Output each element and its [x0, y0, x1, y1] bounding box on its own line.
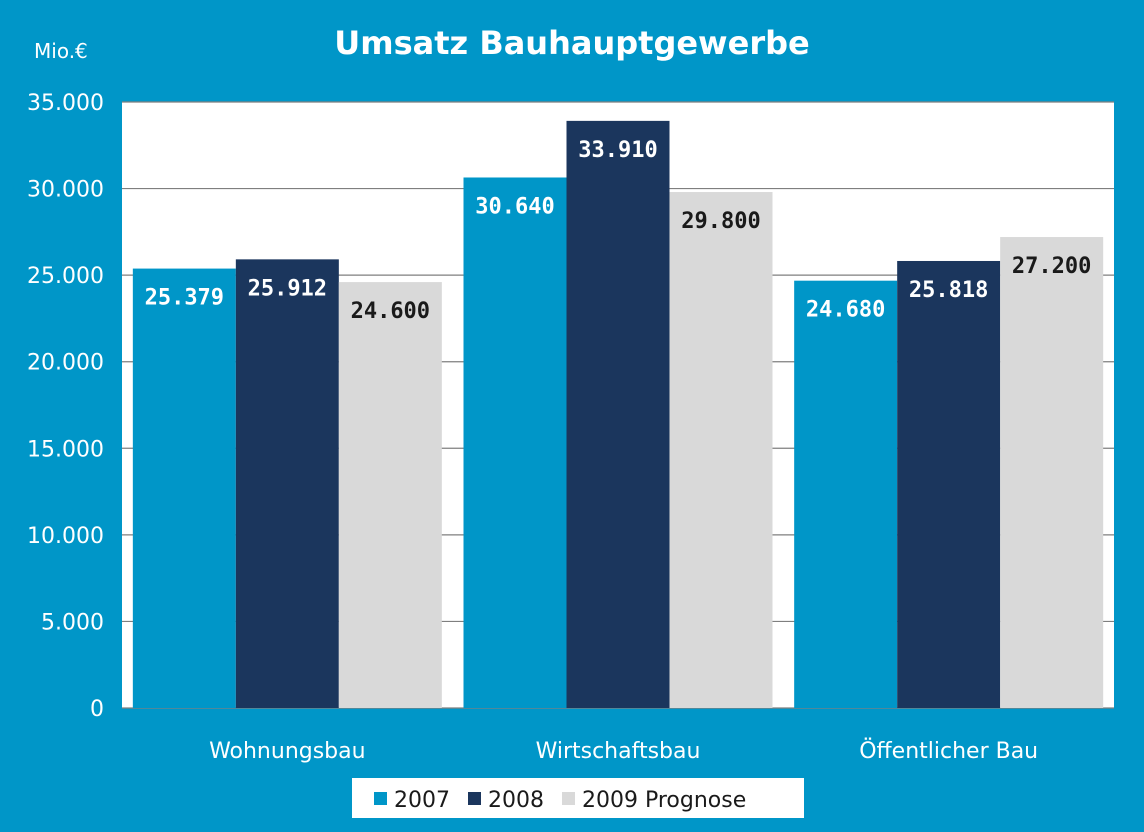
bar-value-label: 25.912	[248, 276, 327, 301]
y-tick-label: 15.000	[27, 437, 104, 462]
bar	[794, 280, 898, 708]
x-tick-label: Öffentlicher Bau	[859, 738, 1038, 764]
bar-value-label: 27.200	[1012, 254, 1091, 279]
x-tick-label: Wirtschaftsbau	[536, 739, 701, 764]
bar-value-label: 24.680	[806, 298, 885, 323]
bar	[669, 192, 773, 708]
y-tick-label: 25.000	[27, 264, 104, 289]
legend-label: 2009 Prognose	[582, 788, 746, 813]
chart-title: Umsatz Bauhauptgewerbe	[334, 24, 809, 62]
bar-value-label: 25.818	[909, 278, 988, 303]
x-tick-label: Wohnungsbau	[209, 739, 366, 764]
bar	[463, 177, 567, 708]
y-tick-label: 30.000	[27, 178, 104, 203]
legend: 2007 2008 2009 Prognose	[352, 778, 804, 818]
bar-value-label: 30.640	[475, 194, 554, 219]
bar	[132, 268, 236, 708]
y-axis-unit-label: Mio.€	[34, 39, 88, 63]
bar	[235, 259, 339, 708]
y-tick-label: 5.000	[41, 610, 104, 635]
data-labels: 25.379 25.912 24.600 30.640 33.910 29.800 24.6…	[145, 138, 1092, 324]
legend-box	[352, 778, 804, 818]
legend-label: 2008	[488, 788, 544, 813]
y-tick-label: 0	[90, 697, 104, 722]
bar-value-label: 33.910	[578, 138, 657, 163]
y-tick-label: 10.000	[27, 524, 104, 549]
bar-value-label: 25.379	[145, 286, 224, 311]
x-axis-labels: Wohnungsbau Wirtschaftsbau Öffentlicher Ba…	[209, 738, 1038, 764]
y-axis-ticks: 0 5.000 10.000 15.000 20.000 25.000 30.000 35.0…	[27, 91, 104, 722]
bar	[338, 282, 442, 708]
legend-swatch	[468, 792, 481, 805]
bar	[897, 260, 1001, 708]
bar-value-label: 29.800	[681, 209, 760, 234]
bar-value-label: 24.600	[351, 299, 430, 324]
legend-label: 2007	[394, 788, 450, 813]
bar	[566, 120, 670, 709]
y-tick-label: 35.000	[27, 91, 104, 116]
legend-swatch	[374, 792, 387, 805]
bar	[1000, 237, 1104, 708]
y-tick-label: 20.000	[27, 351, 104, 376]
legend-swatch	[562, 792, 575, 805]
bars	[132, 120, 1104, 709]
